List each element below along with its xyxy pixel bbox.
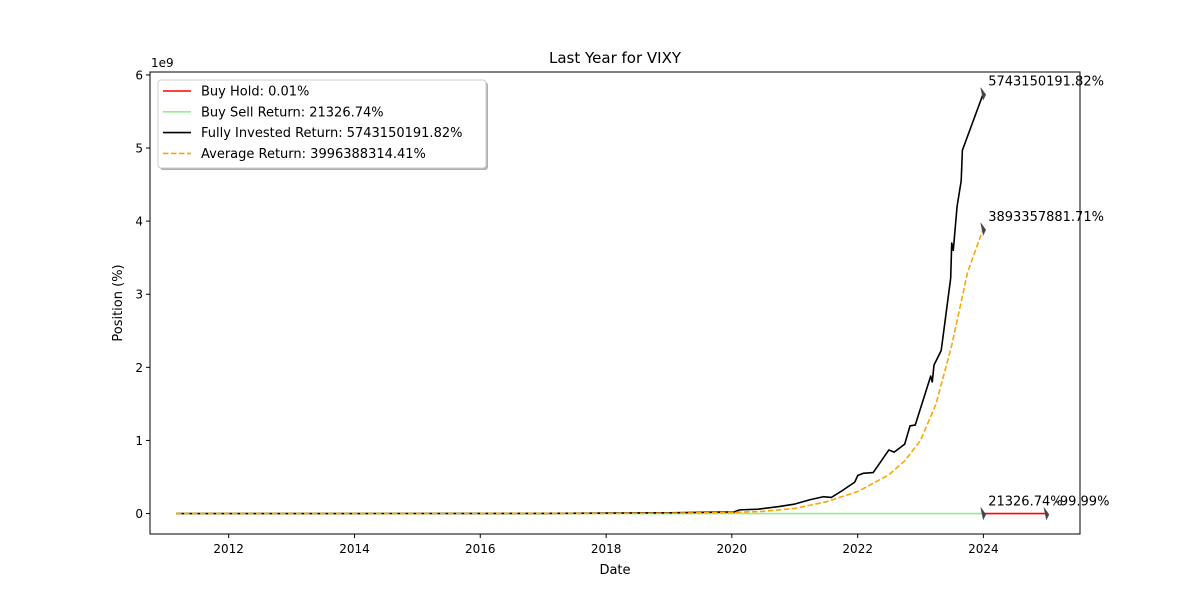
axes-layer: 2012 2014 2016 2018 2020 2022 2024 0 1 2 3 4 5 6 bbox=[135, 68, 1081, 556]
series-layer bbox=[175, 93, 1047, 515]
y-offset-label: 1e9 bbox=[151, 56, 174, 70]
y-tick-label: 2 bbox=[135, 361, 143, 375]
x-tick-label: 2024 bbox=[968, 542, 999, 556]
series-line-3 bbox=[175, 93, 984, 515]
y-tick-label: 1 bbox=[135, 434, 143, 448]
y-tick-label: 3 bbox=[135, 288, 143, 302]
x-tick-label: 2012 bbox=[213, 542, 244, 556]
x-tick-label: 2014 bbox=[339, 542, 370, 556]
legend-label-1: Buy Hold: 0.01% bbox=[201, 85, 309, 100]
y-tick-label: 5 bbox=[135, 142, 143, 156]
legend-label-2: Buy Sell Return: 21326.74% bbox=[201, 105, 384, 120]
legend-label-3: Fully Invested Return: 5743150191.82% bbox=[201, 126, 462, 141]
end-label-1: -99.99% bbox=[1055, 495, 1109, 510]
x-tick-label: 2018 bbox=[591, 542, 622, 556]
end-marker-1 bbox=[1043, 507, 1050, 521]
x-tick-label: 2022 bbox=[842, 542, 873, 556]
end-marker-3 bbox=[980, 87, 987, 101]
y-tick-label: 4 bbox=[135, 215, 143, 229]
y-tick-label: 6 bbox=[135, 68, 143, 82]
legend: Buy Hold: 0.01% Buy Sell Return: 21326.74… bbox=[157, 79, 488, 170]
legend-label-4: Average Return: 3996388314.41% bbox=[201, 147, 426, 162]
end-labels-layer: -99.99%21326.74% 5743150191.82% 3893357881… bbox=[980, 75, 1109, 521]
y-axis-label: Position (%) bbox=[111, 264, 126, 341]
plot-frame bbox=[149, 71, 1081, 535]
series-line-4 bbox=[175, 228, 984, 515]
end-label-4: 3893357881.71% bbox=[988, 210, 1104, 225]
x-axis-label: Date bbox=[599, 563, 630, 578]
x-tick-label: 2016 bbox=[465, 542, 496, 556]
y-tick-label: 0 bbox=[135, 507, 143, 521]
chart-title: Last Year for VIXY bbox=[549, 49, 682, 67]
legend-box bbox=[157, 79, 487, 169]
end-label-2: 21326.74% bbox=[988, 495, 1062, 510]
end-marker-4 bbox=[980, 222, 987, 236]
x-tick-label: 2020 bbox=[717, 542, 748, 556]
end-label-3: 5743150191.82% bbox=[988, 75, 1104, 90]
end-marker-2 bbox=[980, 507, 987, 521]
